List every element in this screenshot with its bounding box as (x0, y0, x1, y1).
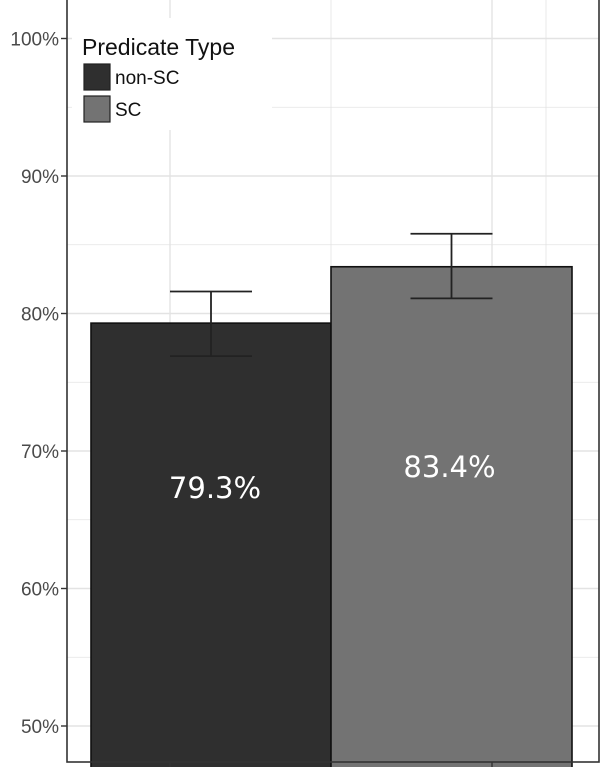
y-tick-label: 50% (21, 717, 59, 738)
legend-label-non-sc: non-SC (115, 68, 179, 89)
error-bars (170, 232, 493, 358)
x-axis-ticks (169, 762, 493, 767)
legend-swatch-non-sc (83, 63, 111, 91)
y-tick-label: 100% (10, 30, 59, 51)
y-axis-tick-labels: 50% 60% 70% 80% 90% 100% (10, 30, 67, 738)
y-tick-label: 90% (21, 167, 59, 188)
legend-title: Predicate Type (82, 34, 235, 60)
bars (90, 265, 573, 767)
bar-sc (330, 265, 573, 767)
data-label-sc: 83.4% (403, 450, 495, 484)
legend-label-sc: SC (115, 100, 141, 121)
y-tick-label: 70% (21, 442, 59, 463)
data-label-non-sc: 79.3% (169, 471, 261, 505)
data-labels: 79.3% 83.4% (169, 450, 496, 505)
y-tick-label: 80% (21, 305, 59, 326)
legend-swatch-sc (83, 95, 111, 123)
legend: Predicate Type non-SC SC (72, 18, 272, 130)
bar-non-sc (90, 322, 332, 767)
plot-frame (66, 0, 600, 763)
y-tick-label: 60% (21, 580, 59, 601)
